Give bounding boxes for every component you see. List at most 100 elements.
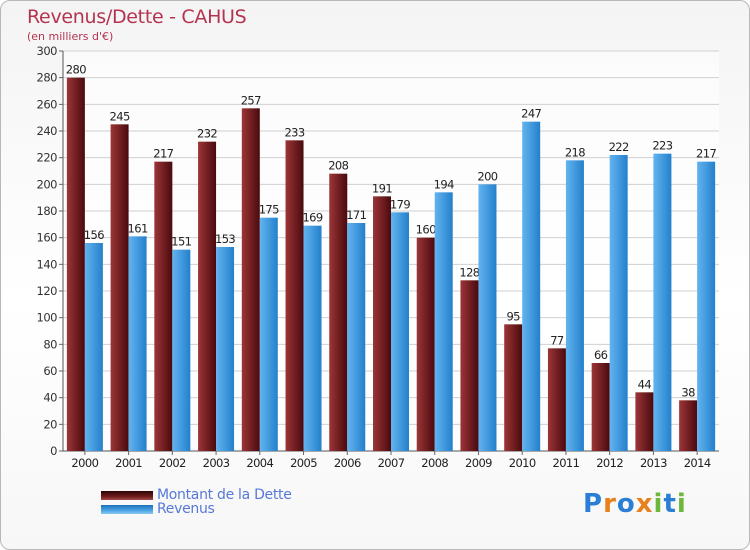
y-tick-label: 40 [43,391,57,405]
dette-bar-2014 [679,400,698,451]
legend-label-dette: Montant de la Dette [157,487,292,503]
revenus-bar-2004 [259,217,278,451]
dette-bar-2000 [66,77,85,452]
y-tick-label: 60 [43,364,57,378]
legend-item-dette: Montant de la Dette [101,487,292,503]
dette-value-label: 66 [594,348,608,362]
y-tick-label: 300 [37,44,58,58]
y-tick-label: 220 [37,151,58,165]
dette-value-label: 217 [153,147,173,161]
x-tick-label: 2009 [465,456,492,470]
revenus-bar-2009 [478,184,497,452]
chart-title: Revenus/Dette - CAHUS [27,6,247,28]
logo-letter: x [635,489,654,519]
revenus-value-label: 156 [84,228,104,242]
revenus-value-label: 175 [259,203,279,217]
revenus-value-label: 151 [171,235,191,249]
revenus-bar-2005 [303,225,322,451]
revenus-bar-2012 [609,155,628,451]
y-tick-label: 120 [37,284,58,298]
y-tick-label: 100 [37,311,58,325]
revenus-value-label: 218 [565,145,585,159]
revenus-value-label: 169 [302,211,322,225]
dette-value-label: 44 [638,377,652,391]
revenus-bar-2006 [347,223,366,451]
x-tick-label: 2001 [115,456,142,470]
revenus-bar-2013 [653,153,672,451]
revenus-value-label: 217 [696,147,716,161]
dette-bar-2006 [329,173,348,451]
x-tick-label: 2006 [334,456,361,470]
dette-bar-2001 [110,124,129,451]
legend-item-revenus: Revenus [101,501,215,517]
x-tick-label: 2002 [159,456,186,470]
revenus-bar-2011 [565,160,584,452]
revenus-value-label: 194 [434,177,454,191]
x-tick-label: 2000 [71,456,98,470]
legend-label-revenus: Revenus [157,501,215,517]
logo-letter: i [676,489,687,519]
dette-value-label: 208 [328,159,348,173]
legend-swatch-revenus [101,504,153,514]
dette-bar-2010 [504,324,523,451]
logo-letter: o [616,489,636,519]
logo-letter: i [653,489,664,519]
dette-bar-2011 [547,348,566,451]
revenus-bar-2000 [84,243,103,451]
revenus-value-label: 153 [215,232,235,246]
y-tick-label: 180 [37,204,58,218]
dette-value-label: 191 [372,181,392,195]
dette-bar-2009 [460,280,479,451]
x-tick-label: 2004 [246,456,273,470]
dette-value-label: 77 [550,333,564,347]
y-tick-label: 240 [37,124,58,138]
dette-bar-2012 [591,363,610,451]
dette-bar-2013 [635,392,654,451]
y-tick-label: 280 [37,71,58,85]
logo-letter: r [603,489,617,519]
revenus-bar-2003 [216,247,235,451]
y-tick-label: 260 [37,97,58,111]
y-tick-label: 80 [43,337,57,351]
revenus-bar-2002 [172,249,191,451]
y-tick-label: 0 [50,444,57,458]
legend-swatch-dette [101,490,153,500]
revenus-value-label: 222 [609,140,629,154]
chart-subtitle: (en milliers d'€) [27,30,114,43]
dette-bar-2002 [154,161,173,451]
dette-bar-2008 [416,237,435,451]
y-tick-label: 160 [37,231,58,245]
x-tick-label: 2003 [203,456,230,470]
dette-bar-2005 [285,140,304,452]
dette-value-label: 232 [197,127,217,141]
revenus-value-label: 171 [346,208,366,222]
dette-value-label: 95 [506,309,520,323]
dette-value-label: 128 [459,265,479,279]
dette-value-label: 233 [284,125,304,139]
dette-value-label: 160 [416,223,436,237]
x-tick-label: 2013 [640,456,667,470]
x-tick-label: 2014 [684,456,711,470]
revenus-value-label: 161 [128,221,148,235]
revenus-value-label: 247 [521,107,541,121]
revenus-value-label: 200 [477,169,497,183]
dette-bar-2003 [198,141,217,451]
x-tick-label: 2011 [552,456,579,470]
dette-bar-2004 [241,108,260,451]
revenus-bar-2010 [522,121,541,452]
dette-value-label: 280 [66,63,86,77]
logo-letter: P [583,489,604,519]
revenus-value-label: 179 [390,197,410,211]
dette-bar-2007 [373,196,391,451]
x-tick-label: 2008 [421,456,448,470]
x-tick-label: 2005 [290,456,317,470]
dette-value-label: 245 [110,109,130,123]
dette-value-label: 38 [681,385,695,399]
revenus-bar-2014 [697,161,716,451]
revenus-bar-2008 [434,192,453,452]
revenus-value-label: 223 [652,139,672,153]
x-tick-label: 2010 [509,456,536,470]
logo-letter: t [663,489,677,519]
